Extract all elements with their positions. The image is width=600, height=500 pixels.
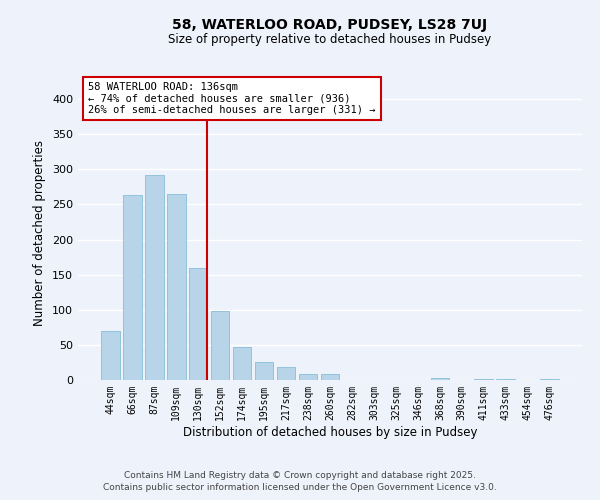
Bar xyxy=(189,268,208,380)
Bar xyxy=(101,331,119,380)
Bar xyxy=(431,378,449,380)
Bar xyxy=(277,368,295,380)
Bar xyxy=(255,362,274,380)
Y-axis label: Number of detached properties: Number of detached properties xyxy=(34,140,46,326)
Bar xyxy=(145,175,164,380)
X-axis label: Distribution of detached houses by size in Pudsey: Distribution of detached houses by size … xyxy=(183,426,477,438)
Bar xyxy=(123,196,142,380)
Text: Contains HM Land Registry data © Crown copyright and database right 2025.
Contai: Contains HM Land Registry data © Crown c… xyxy=(103,471,497,492)
Bar xyxy=(299,374,317,380)
Bar xyxy=(541,378,559,380)
Bar xyxy=(211,311,229,380)
Bar xyxy=(475,378,493,380)
Bar xyxy=(496,378,515,380)
Text: Size of property relative to detached houses in Pudsey: Size of property relative to detached ho… xyxy=(169,32,491,46)
Text: 58 WATERLOO ROAD: 136sqm
← 74% of detached houses are smaller (936)
26% of semi-: 58 WATERLOO ROAD: 136sqm ← 74% of detach… xyxy=(88,82,376,116)
Bar xyxy=(233,347,251,380)
Bar xyxy=(320,374,340,380)
Bar xyxy=(167,194,185,380)
Text: 58, WATERLOO ROAD, PUDSEY, LS28 7UJ: 58, WATERLOO ROAD, PUDSEY, LS28 7UJ xyxy=(172,18,488,32)
